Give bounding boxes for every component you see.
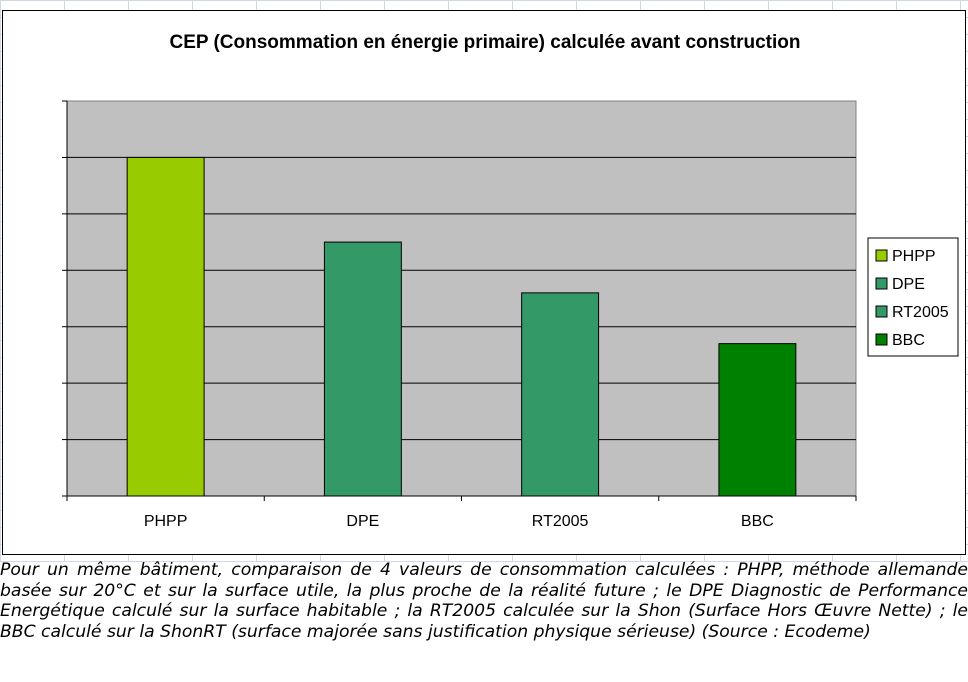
x-tick-label: BBC: [741, 513, 774, 530]
x-tick-label: RT2005: [532, 513, 589, 530]
legend: PHPP DPE RT2005 BBC: [875, 248, 949, 349]
legend-swatch: [875, 249, 888, 262]
x-axis-labels: PHPP DPE RT2005 BBC: [144, 513, 774, 530]
legend-label: RT2005: [892, 304, 949, 321]
legend-swatch: [875, 333, 888, 346]
bar-dpe[interactable]: [323, 241, 402, 497]
legend-label: DPE: [892, 276, 925, 293]
legend-label: BBC: [892, 332, 925, 349]
bar-bbc[interactable]: [718, 343, 797, 497]
chart-title: CEP (Consommation en énergie primaire) c…: [169, 32, 800, 53]
figure-caption: Pour un même bâtiment, comparaison de 4 …: [0, 560, 968, 642]
x-tick-label: DPE: [346, 513, 379, 530]
bars-group: [126, 156, 797, 497]
x-tick-label: PHPP: [144, 513, 188, 530]
bar-chart: CEP (Consommation en énergie primaire) c…: [62, 32, 959, 530]
legend-swatch: [875, 277, 888, 290]
axes-group: [62, 100, 857, 501]
legend-label: PHPP: [892, 248, 936, 265]
bar-phpp[interactable]: [126, 156, 205, 497]
legend-swatch: [875, 305, 888, 318]
bar-rt2005[interactable]: [521, 292, 600, 497]
